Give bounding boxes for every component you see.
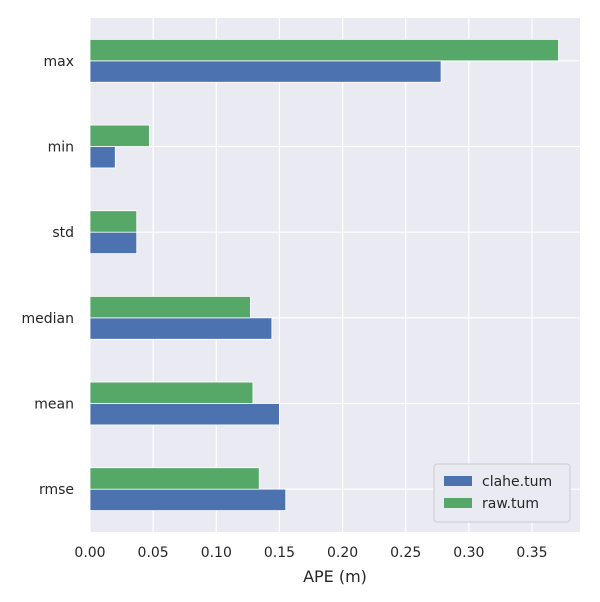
y-tick-label: std (52, 225, 74, 241)
bar-clahe-tum-max (89, 60, 442, 83)
bar-clahe-tum-min (89, 146, 116, 169)
y-tick-label: median (22, 311, 74, 327)
x-tick-labels: 0.00 0.05 0.10 0.15 0.20 0.25 0.30 0.35 (74, 545, 547, 561)
x-tick-label: 0.35 (516, 545, 547, 561)
bar-raw-tum-median (89, 296, 251, 319)
legend-label-clahe: clahe.tum (482, 474, 552, 490)
legend-box (433, 463, 571, 523)
legend-swatch-raw (444, 498, 472, 508)
y-tick-label: min (48, 140, 74, 156)
bars (89, 39, 559, 511)
bar-clahe-tum-std (89, 231, 138, 254)
legend-swatch-clahe (444, 476, 472, 486)
x-tick-label: 0.00 (74, 545, 105, 561)
x-tick-label: 0.20 (327, 545, 358, 561)
bar-raw-tum-rmse (89, 467, 260, 490)
x-tick-label: 0.15 (264, 545, 295, 561)
bar-raw-tum-max (89, 39, 559, 62)
bar-clahe-tum-median (89, 317, 273, 340)
x-tick-label: 0.30 (453, 545, 484, 561)
y-tick-label: rmse (39, 482, 74, 498)
legend: clahe.tum raw.tum (433, 463, 571, 523)
y-tick-labels: rmse mean median std min max (22, 54, 74, 498)
x-tick-label: 0.10 (201, 545, 232, 561)
bar-raw-tum-std (89, 210, 138, 233)
y-tick-label: mean (34, 397, 74, 413)
x-tick-label: 0.25 (390, 545, 421, 561)
bar-raw-tum-mean (89, 381, 254, 404)
bar-clahe-tum-rmse (89, 488, 287, 511)
x-axis-label: APE (m) (303, 567, 367, 586)
bar-raw-tum-min (89, 124, 150, 147)
bar-clahe-tum-mean (89, 403, 280, 426)
legend-label-raw: raw.tum (482, 496, 539, 512)
x-tick-label: 0.05 (138, 545, 169, 561)
plot-background (90, 18, 580, 532)
y-tick-label: max (43, 54, 74, 70)
